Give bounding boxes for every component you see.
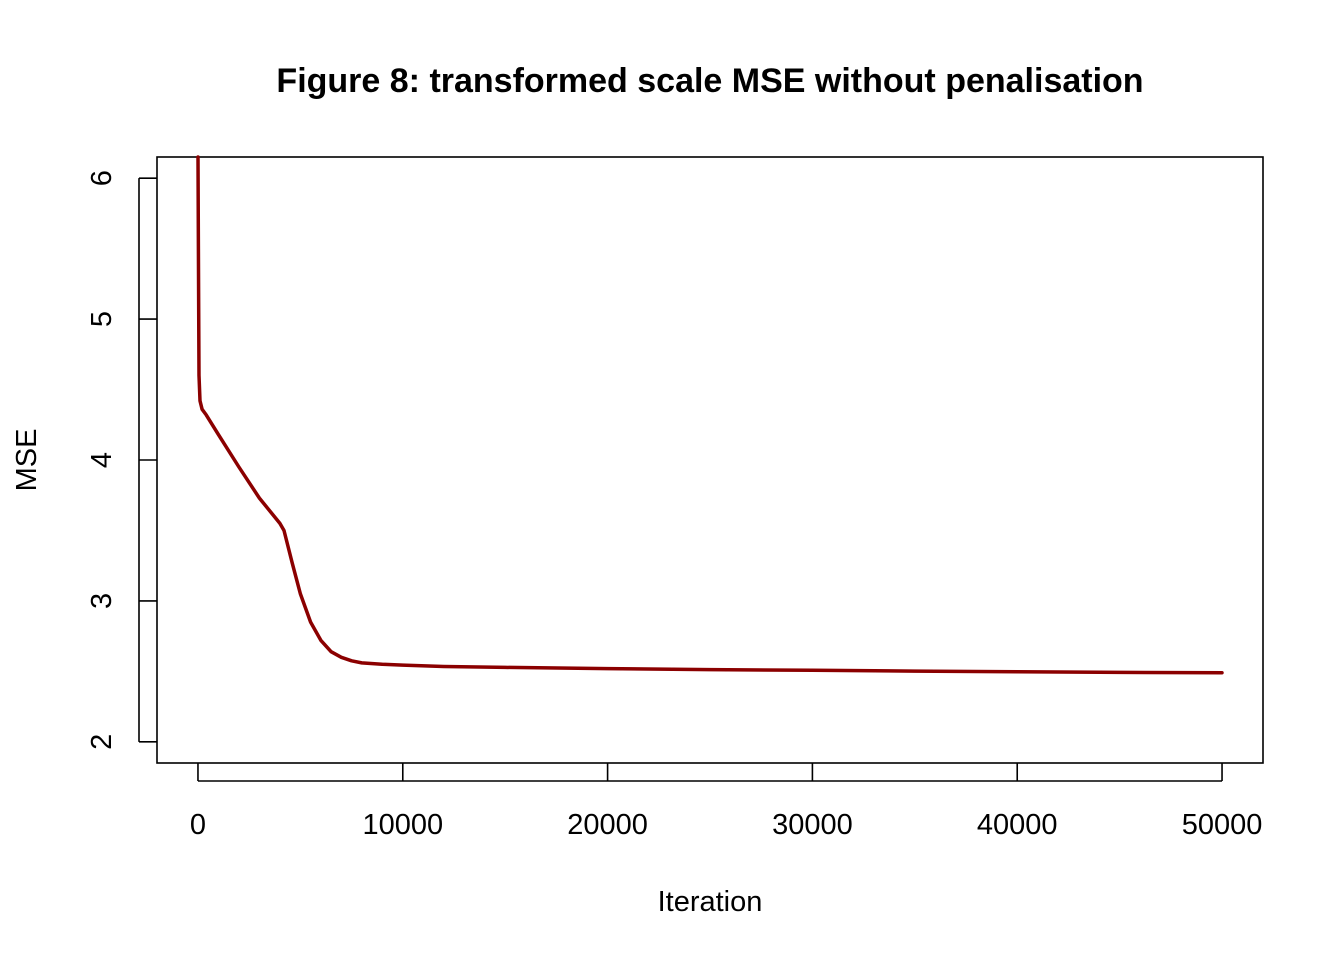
x-axis-label: Iteration <box>658 886 763 918</box>
series-line <box>196 155 1224 675</box>
x-tick-label: 10000 <box>362 809 443 841</box>
y-tick-label: 3 <box>86 593 118 609</box>
y-axis: 2 3 4 5 6 <box>86 170 157 750</box>
y-tick-label: 2 <box>86 734 118 750</box>
x-tick-label: 40000 <box>977 809 1058 841</box>
x-tick-label: 0 <box>190 809 206 841</box>
y-tick-label: 4 <box>86 452 118 468</box>
x-tick-label: 20000 <box>567 809 648 841</box>
x-tick-label: 30000 <box>772 809 853 841</box>
x-axis: 0 10000 20000 30000 40000 50000 <box>190 763 1262 841</box>
chart-title: Figure 8: transformed scale MSE without … <box>276 62 1143 100</box>
x-tick-label: 50000 <box>1182 809 1263 841</box>
series-layer <box>196 155 1224 675</box>
y-tick-label: 6 <box>86 170 118 186</box>
y-tick-label: 5 <box>86 311 118 327</box>
y-axis-label: MSE <box>11 429 43 492</box>
